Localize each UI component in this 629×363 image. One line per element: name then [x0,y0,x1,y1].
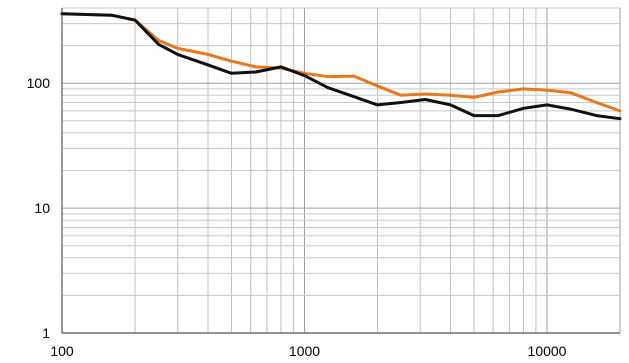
y-tick-label: 1 [42,325,50,341]
x-tick-label: 1000 [289,343,320,359]
grid [61,7,621,334]
x-tick-label: 10000 [528,343,567,359]
x-tick-label: 100 [50,343,74,359]
y-tick-label: 10 [34,200,50,216]
y-tick-label: 100 [27,75,51,91]
x-axis-tick-labels: 100 1000 10000 [50,343,566,359]
series-line-1 [60,12,622,113]
series-layer [60,12,622,121]
y-axis-tick-labels: 1 10 100 [27,75,51,341]
series-line-2 [60,12,622,121]
